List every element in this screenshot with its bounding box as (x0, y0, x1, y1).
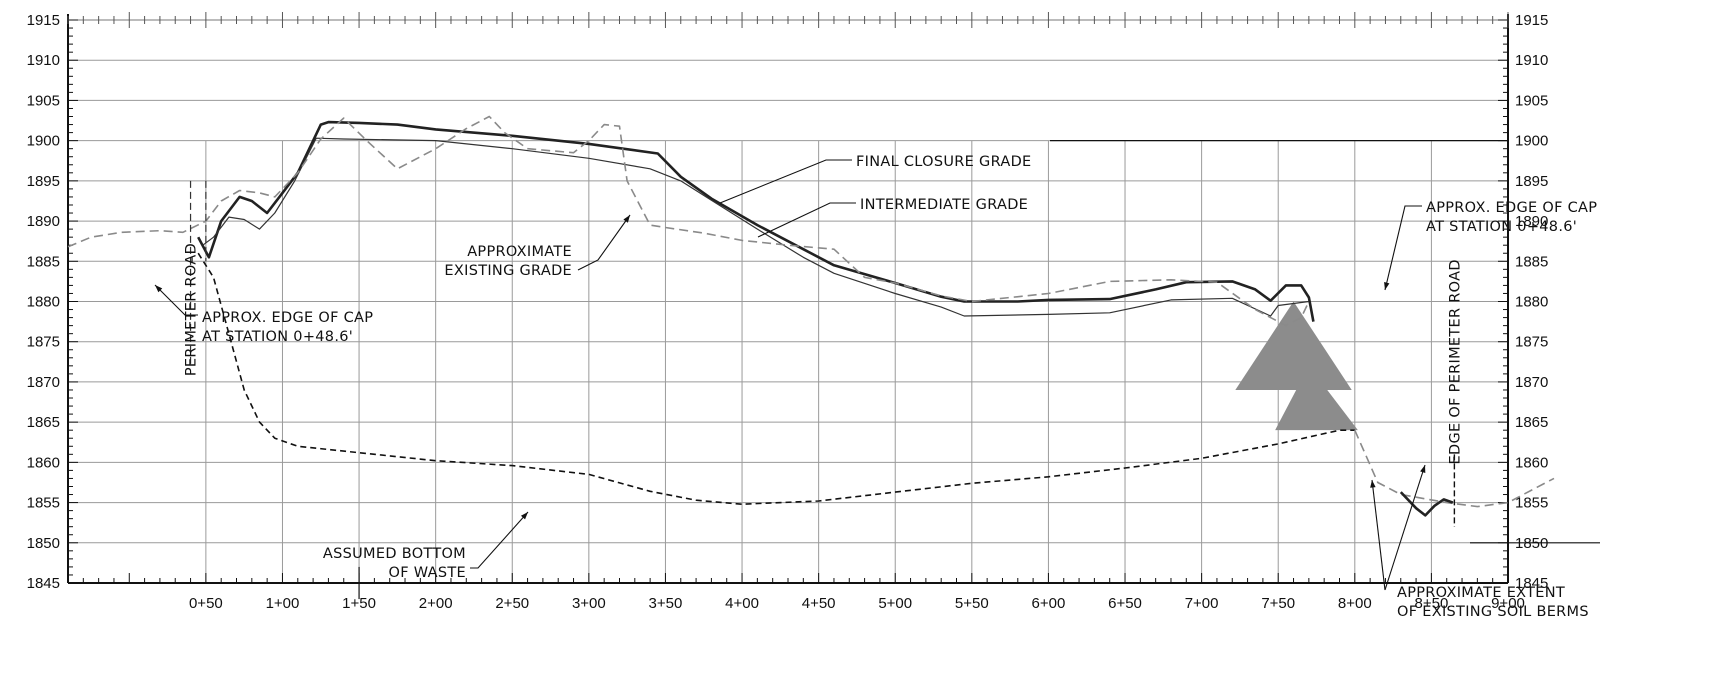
label-perimeter-road: PERIMETER ROAD (184, 243, 200, 376)
y-tick-label-right: 1875 (1515, 334, 1548, 351)
leader-bottom-of-waste (470, 511, 529, 569)
y-tick-label-right: 1905 (1515, 92, 1548, 109)
x-tick-label: 2+50 (495, 595, 529, 612)
x-tick-label: 6+00 (1032, 595, 1066, 612)
x-tick-label: 8+00 (1338, 595, 1372, 612)
profile-series (67, 115, 1555, 527)
leader-final-closure (719, 159, 852, 204)
series-line (1399, 491, 1454, 517)
y-tick-label-right: 1915 (1515, 12, 1548, 29)
y-tick-label-left: 1885 (27, 253, 60, 270)
y-tick-label-left: 1905 (27, 92, 60, 109)
leader-cap-left (154, 284, 198, 316)
annotations: FINAL CLOSURE GRADE INTERMEDIATE GRADE APP… (154, 140, 1600, 620)
x-tick-label: 8+50 (1415, 595, 1449, 612)
y-tick-label-left: 1870 (27, 374, 60, 391)
x-axis-labels: 0+50 1+00 1+50 2+00 2+50 3+00 3+50 4+00 4+50 5+00… (189, 595, 1525, 612)
y-tick-label-right: 1885 (1515, 253, 1548, 270)
axis-ticks (67, 12, 1509, 584)
leader-berm-2 (1384, 464, 1426, 591)
series-line (67, 115, 1310, 327)
x-tick-label: 7+50 (1261, 595, 1295, 612)
y-tick-label-right: 1910 (1515, 52, 1548, 69)
y-tick-label-right: 1890 (1515, 213, 1548, 230)
x-tick-label: 5+00 (878, 595, 912, 612)
x-tick-label: 7+00 (1185, 595, 1219, 612)
leader-berm-1 (1371, 479, 1386, 591)
x-tick-label: 9+00 (1491, 595, 1525, 612)
y-tick-label-left: 1880 (27, 294, 60, 311)
annotation-final-closure-grade: FINAL CLOSURE GRADE (856, 154, 1032, 170)
soil-berm (1275, 365, 1358, 431)
y-tick-label-right: 1895 (1515, 173, 1548, 190)
y-tick-label-left: 1860 (27, 454, 60, 471)
y-tick-label-left: 1850 (27, 535, 60, 552)
y-tick-label-right: 1880 (1515, 294, 1548, 311)
arrow-head (1370, 480, 1376, 488)
y-tick-label-right: 1865 (1515, 414, 1548, 431)
x-tick-label: 5+50 (955, 595, 989, 612)
x-tick-label: 3+50 (649, 595, 683, 612)
annotation-cap-edge-left: APPROX. EDGE OF CAP (202, 310, 373, 326)
y-tick-label-left: 1895 (27, 173, 60, 190)
soil-berms (1235, 301, 1358, 431)
x-tick-label: 0+50 (189, 595, 223, 612)
soil-berm (1235, 301, 1352, 390)
x-tick-label: 2+00 (419, 595, 453, 612)
annotation-cap-edge-right: AT STATION 0+48.6' (1426, 219, 1577, 235)
y-tick-label-right: 1860 (1515, 454, 1548, 471)
y-tick-label-right: 1900 (1515, 133, 1548, 150)
annotation-existing-grade: APPROXIMATE (467, 244, 572, 260)
annotation-existing-grade: EXISTING GRADE (444, 263, 572, 279)
y-tick-label-left: 1915 (27, 12, 60, 29)
annotation-bottom-of-waste: ASSUMED BOTTOM (323, 546, 466, 562)
x-tick-label: 4+00 (725, 595, 759, 612)
leader-intermediate (757, 202, 856, 238)
y-tick-label-right: 1870 (1515, 374, 1548, 391)
y-tick-label-left: 1910 (27, 52, 60, 69)
chart-frame (67, 14, 1509, 584)
series-line (197, 252, 1355, 505)
y-tick-label-left: 1865 (27, 414, 60, 431)
x-tick-label: 6+50 (1108, 595, 1142, 612)
annotation-cap-edge-right: APPROX. EDGE OF CAP (1426, 200, 1597, 216)
y-tick-label-left: 1875 (27, 334, 60, 351)
annotation-bottom-of-waste: OF WASTE (389, 565, 466, 581)
label-edge-of-perimeter-road: EDGE OF PERIMETER ROAD (1447, 259, 1463, 464)
arrow-head (155, 285, 163, 293)
arrow-head (1420, 465, 1426, 473)
leader-cap-right (1384, 205, 1422, 291)
y-tick-label-left: 1845 (27, 575, 60, 592)
annotation-soil-berms: APPROXIMATE EXTENT (1397, 585, 1565, 601)
y-tick-label-left: 1890 (27, 213, 60, 230)
series-line (1354, 429, 1555, 508)
arrow-head (623, 215, 630, 223)
series-line (197, 120, 1315, 322)
grid-lines (68, 19, 1509, 584)
leader-existing (577, 214, 631, 271)
x-tick-label: 4+50 (802, 595, 836, 612)
annotation-cap-edge-left: AT STATION 0+48.6' (202, 329, 353, 345)
x-tick-label: 1+00 (266, 595, 300, 612)
x-tick-label: 1+50 (342, 595, 376, 612)
x-tick-label: 3+00 (572, 595, 606, 612)
arrow-head (520, 512, 528, 520)
annotation-soil-berms: OF EXISTING SOIL BERMS (1397, 604, 1589, 620)
series-line (202, 137, 1309, 317)
annotation-intermediate-grade: INTERMEDIATE GRADE (860, 197, 1028, 213)
y-tick-label-right: 1855 (1515, 495, 1548, 512)
y-tick-label-left: 1900 (27, 133, 60, 150)
arrow-head (1384, 282, 1390, 290)
y-tick-label-right: 1845 (1515, 575, 1548, 592)
y-tick-label-left: 1855 (27, 495, 60, 512)
